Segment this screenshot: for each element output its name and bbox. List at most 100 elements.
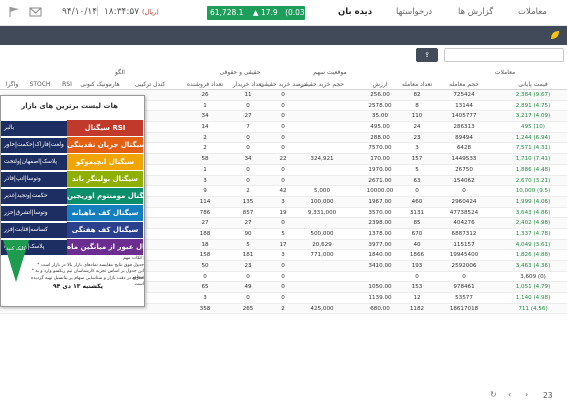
table-column-header: قیمت پایانی حجم معامله تعداد معامله ارزش… xyxy=(0,78,567,90)
cell-rp: 0 xyxy=(281,102,285,109)
col-harmonic[interactable]: هارمونیک کنونی xyxy=(80,81,120,88)
cell-cnt: 40 xyxy=(413,241,421,248)
col-value[interactable]: ارزش xyxy=(372,81,388,88)
cell-rp: 0 xyxy=(281,295,285,302)
cell-close: 3,463 (4.36) xyxy=(515,263,551,269)
table-row[interactable]: 495 (10) 286313 24 495.00 0 7 14 xyxy=(0,122,567,133)
table-row[interactable]: 3,643 (4.86) 47738524 3131 3570.00 9,331,000… xyxy=(0,208,567,219)
col-close[interactable]: قیمت پایانی xyxy=(518,81,548,88)
cell-sellers: 188 xyxy=(199,230,211,237)
cell-sellers: 14 xyxy=(201,124,209,131)
table-row[interactable]: 3,609 (0) 0 0 0 0 0 xyxy=(0,272,567,283)
cell-vol: 53577 xyxy=(455,295,473,302)
symbol-list-item[interactable]: وتوسا|اتپ|فاذر xyxy=(1,172,67,187)
cell-val: 1970.00 xyxy=(368,166,392,173)
cell-close: 2,670 (3.21) xyxy=(515,177,551,184)
cell-val: 1139.00 xyxy=(368,295,392,302)
table-row[interactable]: 1,710 (7.41) 1449533 157 170.00 324,921 22 34 5… xyxy=(0,154,567,165)
table-row[interactable]: 1,337 (4.78) 6887312 670 1378.00 500,000 5 90 1… xyxy=(0,229,567,240)
cell-sellers: 18 xyxy=(201,241,209,248)
cell-rp: 0 xyxy=(281,92,285,98)
col-divergence[interactable]: واگرا xyxy=(5,81,19,88)
nav-trades[interactable]: معاملات xyxy=(518,7,547,17)
cell-sellers: 3 xyxy=(203,295,207,302)
signal-button[interactable]: سیگنال عبور از میانگین ماه xyxy=(67,239,143,255)
col-volume[interactable]: حجم معامله xyxy=(449,81,479,88)
table-row[interactable]: 1,886 (4.48) 26750 5 1970.00 0 0 1 xyxy=(0,165,567,176)
col-candle[interactable]: کندل ترکیبی xyxy=(134,81,166,88)
cell-rb: 20,629 xyxy=(312,241,332,248)
flag-icon[interactable] xyxy=(8,6,21,18)
cell-close: 3,609 (0) xyxy=(520,273,546,280)
cell-cnt: 3131 xyxy=(409,209,425,216)
cell-cnt: 63 xyxy=(413,177,421,184)
table-row[interactable]: 1,999 (4.06) 2960424 460 1967.00 100,000 3 135… xyxy=(0,196,567,208)
table-row[interactable]: 3,217 (4.09) 1405777 110 35.00 0 27 34 xyxy=(0,111,567,123)
table-row[interactable]: 1,140 (4.98) 53577 12 1139.00 0 0 3 xyxy=(0,293,567,304)
col-stoch[interactable]: STOCH xyxy=(29,81,51,88)
table-row[interactable]: 2,891 (4.75) 13144 8 2578.00 0 0 1 xyxy=(0,101,567,112)
cell-close: 1,244 (6.94) xyxy=(515,134,551,141)
refresh-icon[interactable]: ↻ xyxy=(490,390,497,399)
table-row[interactable]: 2,670 (3.21) 154062 63 2671.00 0 0 3 xyxy=(0,175,567,187)
cell-close: 3,217 (4.09) xyxy=(515,113,551,120)
table-row[interactable]: 4,049 (3.61) 115157 40 3977.00 20,629 17 5 18 xyxy=(0,239,567,251)
symbol-list-item[interactable]: بالبر xyxy=(1,121,67,136)
cell-cnt: 3 xyxy=(415,145,419,152)
signal-button[interactable]: سیگنال مومنتوم اوریجین xyxy=(67,188,143,204)
col-real-pct[interactable]: درصد خرید حقیقی xyxy=(259,81,307,88)
symbol-list-item[interactable]: پلاسک|اصفهان|ولتخت xyxy=(1,155,67,170)
cell-vol: 978461 xyxy=(453,284,475,291)
nav-requests[interactable]: درخواستها xyxy=(396,7,433,17)
signal-button[interactable]: سیگنال ایچیموکو xyxy=(67,154,143,170)
signal-button[interactable]: سیگنال RSI xyxy=(67,120,143,136)
table-row[interactable]: 7,571 (4.31) 6428 3 7570.00 0 0 2 xyxy=(0,143,567,155)
table-row[interactable]: 3,463 (4.36) 2592006 193 3410.00 0 23 50 xyxy=(0,261,567,272)
signal-button[interactable]: سیگنال بولینگر باند xyxy=(67,171,143,187)
cell-buyers: 7 xyxy=(246,124,250,131)
signal-button[interactable]: سیگنال جریان نقدینگی xyxy=(67,137,143,153)
table-row[interactable]: 711 (4.56) 18617018 1182 680.00 425,000 2 265 3… xyxy=(0,303,567,315)
col-count[interactable]: تعداد معامله xyxy=(401,81,433,88)
cell-buyers: 0 xyxy=(246,177,250,184)
col-buyers[interactable]: تعداد خریدار xyxy=(232,81,264,88)
cell-buyers: 135 xyxy=(242,198,254,205)
cell-sellers: 0 xyxy=(203,273,207,280)
col-sellers[interactable]: تعداد فروشنده xyxy=(186,81,224,88)
symbol-list-item[interactable]: وتوسا|اتشرق|خزر xyxy=(1,206,67,221)
nav-reports[interactable]: گزارش ها xyxy=(458,7,494,17)
table-row[interactable]: 1,244 (6.94) 89494 23 288.00 0 0 2 xyxy=(0,132,567,144)
cell-rp: 0 xyxy=(281,220,285,227)
col-real-buy[interactable]: حجم خرید حقیقی xyxy=(300,81,344,88)
signal-button[interactable]: سیگنال کف ماهیانه xyxy=(67,205,143,221)
search-input[interactable] xyxy=(444,48,564,62)
excel-button[interactable]: ⇪ xyxy=(416,48,438,62)
cell-sellers: 50 xyxy=(201,263,209,269)
cell-buyers: 0 xyxy=(246,145,250,152)
col-rsi[interactable]: RSI xyxy=(62,81,72,88)
next-page-button[interactable]: › xyxy=(525,390,529,399)
cell-cnt: 12 xyxy=(413,295,421,302)
table-row[interactable]: 1,051 (4.79) 978461 153 1050.00 0 49 65 xyxy=(0,282,567,294)
cell-val: 3410.00 xyxy=(368,263,392,269)
table-row[interactable]: 10,000 (9.5) 0 0 10000.00 5,000 42 2 9 xyxy=(0,186,567,197)
symbol-list-item[interactable]: ولغت|فاراک|حکمت|خاور xyxy=(1,138,67,153)
cell-cnt: 5 xyxy=(415,166,419,173)
signal-button[interactable]: سیگنال کف هفتگی xyxy=(67,222,143,238)
cell-val: 495.00 xyxy=(370,124,390,131)
cell-sellers: 9 xyxy=(203,188,207,195)
mail-icon[interactable] xyxy=(29,6,42,18)
cell-val: 288.00 xyxy=(370,134,390,141)
cell-rb: 5,000 xyxy=(313,188,331,195)
prev-page-button[interactable]: ‹ xyxy=(508,390,512,399)
symbol-list-item[interactable]: کساسه|قثابت|فزر xyxy=(1,223,67,238)
table-row[interactable]: 1,826 (4.88) 19945400 1866 1840.00 771,000 3 1… xyxy=(0,250,567,261)
promo-arrow-icon[interactable]: کلیک کنید xyxy=(1,238,31,284)
symbol-list-item[interactable]: حکمت|وتجید|غدیر xyxy=(1,189,67,204)
nav-watch[interactable]: دیده بان xyxy=(338,7,373,17)
signals-overlay[interactable]: هات لیست برترین های بازار سیگنال RSI سیگن… xyxy=(0,95,145,307)
cell-cnt: 1182 xyxy=(409,305,425,312)
table-row[interactable]: 2,402 (4.98) 404276 85 2398.00 0 27 27 xyxy=(0,218,567,229)
table-row[interactable]: 2,384 (9.67) 725424 82 256.00 0 11 26 xyxy=(0,90,567,101)
cell-val: 1378.00 xyxy=(368,230,392,237)
